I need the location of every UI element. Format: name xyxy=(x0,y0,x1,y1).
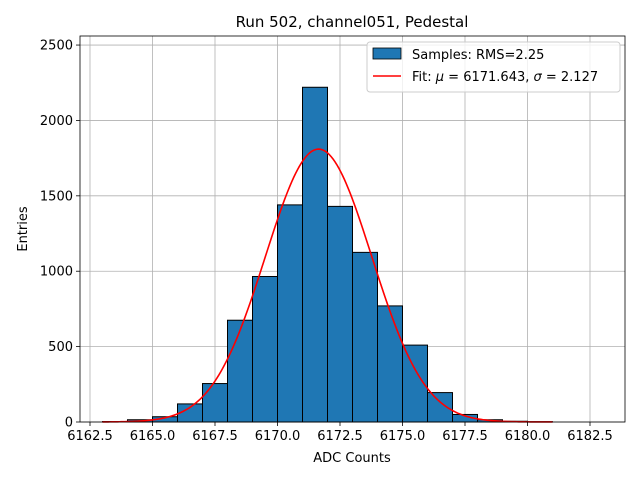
x-tick-label: 6167.5 xyxy=(192,429,238,444)
legend: Samples: RMS=2.25 Fit: μ = 6171.643, σ =… xyxy=(366,41,621,93)
legend-fit-label: Fit: μ = 6171.643, σ = 2.127 xyxy=(412,70,598,85)
histogram-bars xyxy=(102,86,553,423)
histogram-bar xyxy=(427,392,453,423)
chart-title: Run 502, channel051, Pedestal xyxy=(236,13,469,31)
x-tick-label: 6170.0 xyxy=(255,429,301,444)
y-tick-label: 2500 xyxy=(40,39,73,54)
x-tick-label: 6165.0 xyxy=(130,429,176,444)
x-tick-label: 6182.5 xyxy=(567,429,613,444)
y-tick-label: 500 xyxy=(48,340,73,355)
x-tick-label: 6177.5 xyxy=(442,429,488,444)
histogram-bar xyxy=(327,205,353,423)
legend-box xyxy=(366,41,621,93)
histogram-bar xyxy=(302,86,328,423)
histogram-bar xyxy=(377,305,403,423)
legend-histogram-label: Samples: RMS=2.25 xyxy=(412,48,544,63)
x-tick-label: 6162.5 xyxy=(67,429,113,444)
legend-histogram-swatch xyxy=(372,47,402,60)
histogram-bar xyxy=(277,204,303,423)
y-tick-label: 0 xyxy=(65,416,73,431)
x-axis-label: ADC Counts xyxy=(313,451,391,466)
x-tick-label: 6180.0 xyxy=(505,429,551,444)
histogram-bar xyxy=(352,251,378,423)
histogram-bar xyxy=(227,319,253,423)
plot-frame xyxy=(79,35,626,423)
y-tick-label: 1500 xyxy=(40,189,73,204)
x-axis-ticks: 6162.5 6165.0 6167.5 6170.0 6172.5 6175.0 6177… xyxy=(67,422,613,444)
y-axis-ticks: 0 500 1000 1500 2000 2500 xyxy=(40,39,80,431)
histogram-bar xyxy=(252,275,278,423)
x-tick-label: 6172.5 xyxy=(317,429,363,444)
y-tick-label: 1000 xyxy=(40,265,73,280)
x-tick-label: 6175.0 xyxy=(380,429,426,444)
gaussian-fit-curve xyxy=(102,148,553,423)
y-axis-label: Entries xyxy=(16,206,31,252)
histogram-bar xyxy=(202,383,228,423)
y-tick-label: 2000 xyxy=(40,114,73,129)
